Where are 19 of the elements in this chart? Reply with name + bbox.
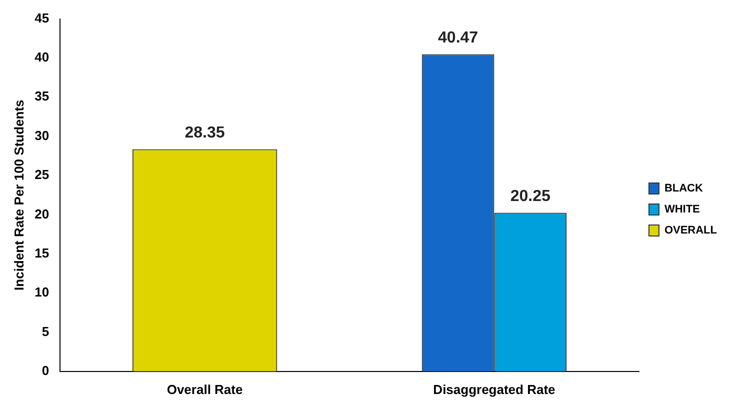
- y-tick-label: 20: [34, 206, 50, 222]
- x-tick-label: Overall Rate: [166, 382, 243, 397]
- data-label: 28.35: [184, 124, 225, 142]
- y-tick-label: 40: [34, 50, 50, 65]
- data-label: 20.25: [510, 188, 551, 206]
- y-axis-title: Incident Rate Per 100 Students: [11, 100, 26, 290]
- y-tick-label: 15: [34, 245, 50, 260]
- y-tick-label: 45: [34, 10, 50, 26]
- data-label: 40.47: [438, 30, 478, 47]
- legend-label: OVERALL: [664, 224, 718, 237]
- y-tick-label: 25: [34, 167, 50, 182]
- y-tick-label: 5: [42, 324, 50, 339]
- legend-label: WHITE: [664, 204, 700, 216]
- x-tick-label: Disaggregated Rate: [433, 382, 556, 397]
- legend-label: BLACK: [664, 182, 703, 195]
- y-tick-label: 10: [34, 284, 50, 300]
- y-tick-label: 35: [34, 88, 50, 104]
- y-tick-label: 30: [34, 128, 50, 143]
- y-tick-label: 0: [42, 362, 50, 378]
